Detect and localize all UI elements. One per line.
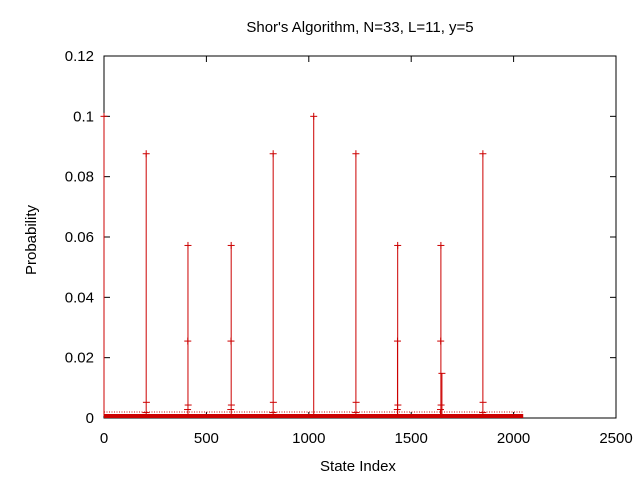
- y-tick-label: 0.02: [65, 350, 94, 367]
- y-tick-label: 0.1: [73, 108, 94, 125]
- x-tick-label: 2500: [599, 430, 632, 447]
- axis-ticks: [103, 55, 617, 419]
- point-marker: [142, 150, 150, 158]
- y-tick-label: 0.12: [65, 48, 94, 65]
- data-marks: [100, 112, 524, 418]
- plot-frame: [103, 55, 617, 419]
- point-marker: [393, 337, 401, 345]
- y-tick-label: 0.08: [65, 169, 94, 186]
- x-tick-label: 1000: [292, 430, 325, 447]
- y-tick-label: 0.06: [65, 229, 94, 246]
- point-marker: [227, 337, 235, 345]
- point-marker: [479, 150, 487, 158]
- x-tick-label: 0: [100, 430, 108, 447]
- point-marker: [437, 241, 445, 249]
- x-tick-label: 500: [194, 430, 219, 447]
- point-marker: [394, 241, 402, 249]
- point-marker: [437, 337, 445, 345]
- y-axis-label: Probability: [23, 204, 40, 275]
- x-axis-label: State Index: [320, 458, 396, 475]
- x-tick-label: 1500: [395, 430, 428, 447]
- plot-area: [100, 55, 617, 419]
- y-tick-label: 0.04: [65, 289, 94, 306]
- point-marker: [227, 241, 235, 249]
- point-marker: [100, 112, 108, 120]
- point-marker: [352, 150, 360, 158]
- chart-title: Shor's Algorithm, N=33, L=11, y=5: [246, 19, 473, 36]
- point-marker: [184, 241, 192, 249]
- x-tick-labels: 0 500 1000 1500 2000 2500: [100, 430, 633, 447]
- y-tick-labels: 0 0.02 0.04 0.06 0.08 0.1 0.12: [65, 48, 94, 427]
- x-tick-label: 2000: [497, 430, 530, 447]
- point-marker: [269, 150, 277, 158]
- y-tick-label: 0: [86, 410, 94, 427]
- point-marker: [184, 337, 192, 345]
- point-marker: [310, 112, 318, 120]
